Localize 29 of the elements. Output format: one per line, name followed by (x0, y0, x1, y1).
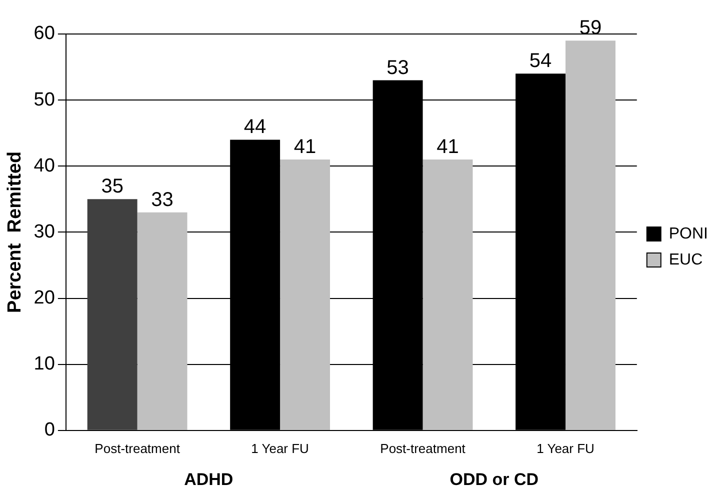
data-label: 53 (386, 56, 409, 79)
y-tick-label: 50 (34, 89, 55, 110)
bar (137, 212, 188, 430)
x-tick-label: 1 Year FU (251, 440, 309, 456)
y-tick-label: 40 (34, 155, 55, 176)
y-tick-label: 10 (34, 354, 55, 375)
x-tick-label: Post-treatment (94, 440, 180, 456)
y-axis-title: Percent Remitted (4, 151, 26, 313)
legend-label: EUC (668, 251, 703, 268)
text: ODD or CD (450, 470, 539, 490)
legend-label: PONI (668, 225, 708, 242)
bar (566, 40, 616, 430)
x-tick-label: 1 Year FU (536, 440, 594, 456)
data-label: 41 (436, 136, 459, 158)
y-tick-label: 30 (34, 221, 55, 242)
data-label: 41 (294, 136, 316, 158)
y-tick-label: 0 (44, 420, 55, 441)
data-label: 44 (244, 116, 266, 138)
data-label: 33 (151, 188, 174, 211)
bar (422, 160, 473, 430)
data-label: 59 (579, 17, 602, 40)
data-label: 35 (101, 176, 124, 198)
text: ADHD (184, 470, 234, 490)
y-tick-label: 60 (34, 23, 55, 44)
bar (87, 199, 138, 430)
bar (280, 160, 330, 430)
data-label: 54 (529, 50, 552, 72)
x-tick-label: Post-treatment (380, 440, 466, 456)
y-tick-label: 20 (34, 288, 55, 308)
